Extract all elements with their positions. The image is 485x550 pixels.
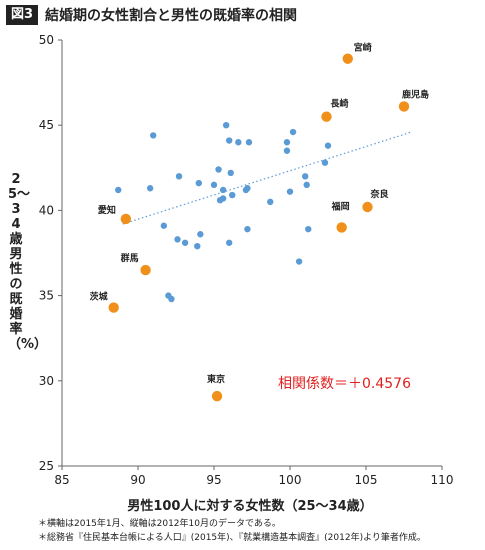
data-point (219, 195, 227, 202)
data-point (115, 186, 122, 194)
x-tick-label: 105 (355, 473, 378, 487)
data-point (235, 139, 242, 146)
data-point (321, 159, 329, 166)
data-point (195, 179, 202, 187)
x-tick-label: 85 (54, 473, 69, 487)
x-tick-label: 100 (279, 473, 302, 487)
point-label: 鹿児島 (401, 88, 429, 100)
y-tick-label: 30 (39, 374, 54, 388)
footnotes: ＊横軸は2015年1月、縦軸は2012年10月のデータである。 ＊総務省『住民基… (38, 517, 426, 545)
highlighted-point (120, 213, 132, 225)
data-point (168, 295, 175, 303)
trendline (122, 131, 412, 225)
data-point (150, 132, 157, 139)
highlighted-point (211, 390, 223, 402)
x-tick-label: 110 (431, 473, 454, 487)
figure-title: 結婚期の女性割合と男性の既婚率の相関 (45, 8, 298, 24)
footnote-source: ＊総務省『住民基本台帳による人口』(2015年)、『就業構造基本調査』(2012… (38, 533, 426, 543)
data-point (197, 231, 204, 238)
data-point (219, 186, 227, 194)
data-point (305, 225, 312, 233)
data-point (302, 173, 309, 180)
y-tick-label: 40 (39, 203, 54, 217)
point-label: 福岡 (331, 200, 350, 212)
data-point (229, 191, 236, 199)
data-point (283, 147, 291, 154)
correlation-annotation: 相関係数＝＋0.4576 (278, 376, 411, 392)
data-point (295, 258, 303, 265)
point-label: 茨城 (90, 291, 108, 303)
highlighted-point (342, 53, 353, 64)
data-point (267, 198, 274, 206)
axes: 85 90 95 100 105 110 25 30 35 40 45 50 (39, 33, 454, 487)
highlighted-point (108, 302, 119, 313)
y-tick-label: 35 (39, 289, 54, 303)
figure-badge: 図3 (6, 5, 39, 25)
data-point (245, 139, 253, 146)
y-tick-label: 50 (39, 33, 54, 47)
highlighted-point (140, 264, 151, 276)
data-points (108, 53, 410, 402)
footnote-axes: ＊横軸は2015年1月、縦軸は2012年10月のデータである。 (38, 519, 281, 529)
data-point (289, 128, 297, 136)
y-axis-label: 25〜34歳男性の既婚率（%） (8, 172, 48, 352)
highlighted-point (362, 201, 373, 213)
data-point (194, 242, 201, 250)
point-label: 宮崎 (354, 42, 372, 54)
figure-header: 図3 結婚期の女性割合と男性の既婚率の相関 (6, 4, 297, 26)
data-point (286, 188, 294, 195)
data-point (303, 181, 310, 189)
x-tick-label: 95 (206, 473, 221, 487)
data-point (174, 236, 181, 243)
data-point (215, 166, 222, 173)
point-label: 奈良 (370, 188, 389, 200)
data-point (146, 185, 154, 192)
data-point (227, 169, 234, 177)
highlighted-point (321, 111, 332, 122)
point-label: 長崎 (330, 98, 348, 110)
y-tick-label: 25 (39, 459, 54, 473)
data-point (324, 142, 332, 149)
x-axis-label: 男性100人に対する女性数（25〜34歳） (127, 499, 373, 514)
data-point (226, 137, 233, 144)
highlighted-point (398, 101, 410, 112)
trendline-path (122, 131, 412, 225)
data-point (160, 222, 168, 229)
data-point (244, 185, 251, 192)
point-label: 群馬 (120, 252, 139, 264)
data-point (181, 239, 189, 246)
data-point (226, 239, 233, 246)
data-point (210, 181, 218, 189)
x-tick-label: 90 (130, 473, 145, 487)
point-label: 東京 (207, 373, 225, 385)
data-point (222, 122, 230, 129)
data-point (283, 139, 291, 146)
data-point (244, 225, 251, 233)
data-point (175, 173, 183, 180)
point-label: 愛知 (98, 204, 116, 216)
highlighted-point (336, 222, 347, 233)
y-tick-label: 45 (39, 118, 54, 132)
